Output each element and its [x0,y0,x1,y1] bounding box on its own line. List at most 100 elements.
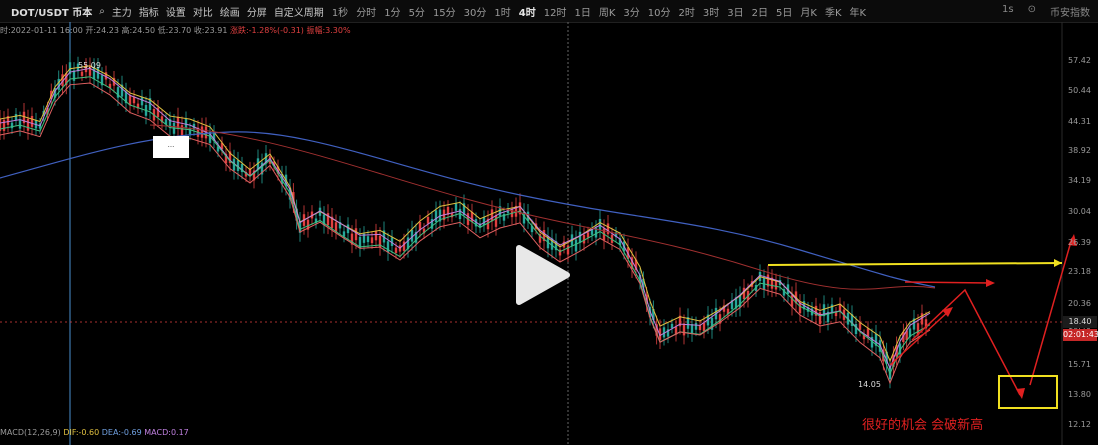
ma-line-yellow [0,65,931,363]
interval-17[interactable]: 5日 [776,7,793,19]
candle-body [698,325,702,331]
candle-body [834,311,838,317]
interval-6[interactable]: 1时 [494,7,511,19]
candle-body [818,312,822,325]
candle-body [494,215,498,227]
candle-body [410,229,414,242]
price-tick: 26.39 [1068,238,1091,247]
candle-body [838,304,842,312]
interval-8[interactable]: 12时 [543,7,567,19]
toolbar-item-split[interactable]: 分屏 [247,4,267,19]
candle-body [766,274,770,287]
candle-body [638,274,642,283]
chart-toolbar: DOT/USDT 币本 ⌕ 主力 指标 设置 对比 绘画 分屏 自定义周期 1秒… [0,0,1098,23]
candle-body [124,91,128,104]
toolbar-item-custom-period[interactable]: 自定义周期 [274,4,324,19]
interval-12[interactable]: 10分 [647,7,671,19]
ohlc-high: 高:24.50 [121,26,156,35]
interval-3[interactable]: 5分 [408,7,425,19]
candle-body [920,313,924,325]
interval-13[interactable]: 2时 [678,7,695,19]
candle-body [806,307,810,312]
candle-body [486,218,490,230]
candle-body [26,118,30,131]
candle-body [870,336,874,348]
candle-body [582,234,586,244]
search-icon[interactable]: ⌕ [99,5,105,17]
interval-7[interactable]: 4时 [518,7,536,19]
ohlc-change: 涨跌:-1.28%(-0.31) [229,26,304,35]
interval-1[interactable]: 分时 [356,7,377,19]
toolbar-label: 分屏 [246,7,267,19]
candle-body [100,75,104,86]
toolbar-item-settings[interactable]: 设置 [166,4,186,19]
candle-body [168,119,172,128]
interval-14[interactable]: 3时 [702,7,720,19]
candle-body [830,304,834,313]
yellow-highlight-box [998,375,1058,409]
current-price-tag: 18.40 [1063,316,1097,328]
candle-body [342,231,346,237]
candle-body [678,315,682,327]
candle-body [354,228,358,241]
candle-body [252,170,256,181]
interval-5[interactable]: 30分 [463,7,487,19]
price-tick: 34.19 [1068,176,1091,185]
candle-body [128,95,132,106]
price-tick: 15.71 [1068,360,1091,369]
candle-body [642,278,645,288]
price-tick: 30.04 [1068,207,1091,216]
toolbar-item-indicators[interactable]: 指标 [139,4,159,19]
macd-label: MACD(12,26,9) [0,428,61,437]
interval-19[interactable]: 季K [824,7,842,19]
symbol-selector[interactable]: DOT/USDT 币本 [7,4,92,19]
interval-10[interactable]: 周K [598,7,616,19]
candle-body [790,295,794,307]
candle-body [14,114,18,121]
interval-20[interactable]: 年K [849,7,867,19]
red-horizontal-line [904,281,991,284]
candle-body [314,218,318,224]
candle-body [256,158,260,171]
candle-body [905,330,908,341]
candle-body [180,125,184,137]
play-icon[interactable] [505,240,575,310]
toolbar-label: 绘画 [219,7,240,19]
refresh-rate[interactable]: 1s [1002,4,1014,15]
candle-body [92,67,96,79]
toolbar-item-main[interactable]: 主力 [112,4,132,19]
candle-body [742,287,746,300]
candle-body [18,119,22,129]
interval-16[interactable]: 2日 [751,7,769,19]
interval-0[interactable]: 1秒 [331,7,349,19]
candle-body [454,203,458,211]
price-tick: 50.44 [1068,86,1091,95]
index-selector[interactable]: 币安指数 [1050,8,1090,19]
interval-11[interactable]: 3分 [623,7,640,19]
candle-body [394,247,398,253]
camera-icon[interactable]: ⊙ [1027,4,1036,15]
interval-4[interactable]: 15分 [432,7,456,19]
candle-body [634,259,638,271]
interval-18[interactable]: 月K [800,7,817,19]
interval-15[interactable]: 3日 [727,7,744,19]
candle-body [362,233,366,243]
toolbar-item-compare[interactable]: 对比 [193,4,213,19]
candle-body [366,236,370,243]
candle-body [374,231,378,241]
candle-body [690,324,694,334]
candle-body [722,305,726,312]
candle-body [908,328,912,338]
toolbar-item-draw[interactable]: 绘画 [220,4,240,19]
ohlc-close: 收:23.91 [193,26,228,35]
candle-body [46,108,49,115]
interval-9[interactable]: 1日 [574,7,591,19]
low-marker: 14.05 [858,380,881,389]
candle-body [164,119,168,125]
red-arrow-up-2 [1029,237,1073,386]
candle-body [854,323,858,335]
interval-2[interactable]: 1分 [384,7,401,19]
candle-body [666,329,670,337]
candle-body [298,220,302,233]
